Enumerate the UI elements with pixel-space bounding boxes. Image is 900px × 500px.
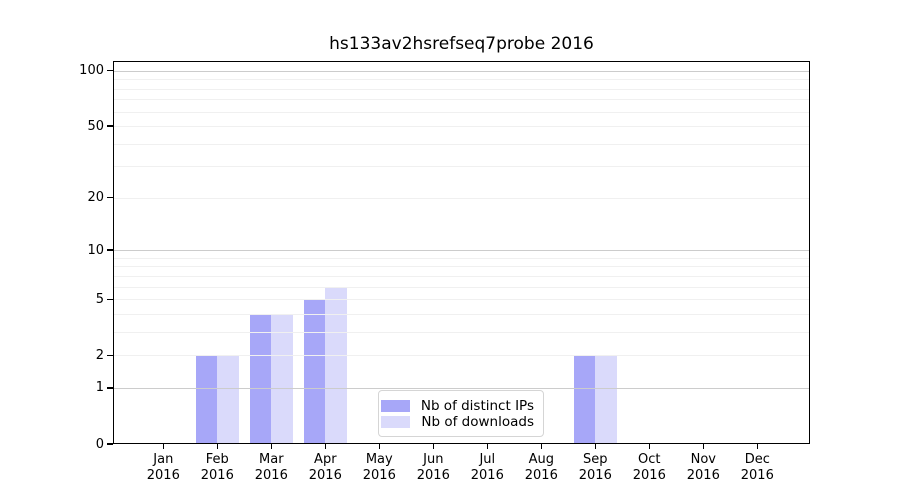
legend: Nb of distinct IPs Nb of downloads <box>378 390 544 437</box>
legend-swatch-distinct-ips <box>380 400 410 412</box>
legend-label-downloads: Nb of downloads <box>421 414 534 430</box>
gridline-major-1 <box>113 387 810 389</box>
x-tick-label-oct: Oct 2016 <box>632 452 666 483</box>
gridline-minor-30 <box>113 166 810 168</box>
y-tick-mark-5 <box>107 298 113 300</box>
x-tick-mark-jan <box>162 444 164 449</box>
legend-item-distinct-ips: Nb of distinct IPs <box>380 398 534 414</box>
y-tick-label-10: 10 <box>87 242 104 258</box>
x-tick-mark-dec <box>756 444 758 449</box>
gridline-minor-9 <box>113 257 810 259</box>
gridline-major-100 <box>113 70 810 72</box>
x-tick-label-jan: Jan 2016 <box>146 452 180 483</box>
y-tick-mark-1 <box>107 387 113 389</box>
y-tick-mark-20 <box>107 197 113 199</box>
y-tick-label-5: 5 <box>95 291 104 307</box>
gridline-minor-8 <box>113 266 810 268</box>
x-tick-label-mar: Mar 2016 <box>254 452 288 483</box>
gridline-major-10 <box>113 250 810 252</box>
gridline-minor-5 <box>113 299 810 301</box>
gridline-minor-3 <box>113 331 810 333</box>
legend-item-downloads: Nb of downloads <box>381 414 534 430</box>
bar-mar-downloads <box>271 313 293 444</box>
gridline-minor-90 <box>113 79 810 81</box>
chart-title: hs133av2hsrefseq7probe 2016 <box>329 34 594 54</box>
bar-sep-distinct-ips <box>573 355 596 444</box>
bar-sep-downloads <box>595 355 617 444</box>
gridline-minor-70 <box>113 99 810 101</box>
bar-apr-downloads <box>325 286 347 444</box>
gridline-minor-80 <box>113 88 810 90</box>
x-tick-label-dec: Dec 2016 <box>740 452 774 483</box>
x-tick-mark-feb <box>216 444 218 449</box>
gridline-minor-20 <box>113 197 810 199</box>
y-tick-label-100: 100 <box>79 63 104 79</box>
x-tick-label-apr: Apr 2016 <box>308 452 342 483</box>
y-tick-label-2: 2 <box>95 347 104 363</box>
bar-feb-downloads <box>217 355 239 444</box>
y-tick-label-20: 20 <box>87 190 104 206</box>
y-tick-label-0: 0 <box>95 436 104 452</box>
bar-apr-distinct-ips <box>303 299 326 444</box>
x-tick-mark-mar <box>270 444 272 449</box>
plot-area <box>113 61 810 444</box>
x-tick-label-jun: Jun 2016 <box>416 452 450 483</box>
legend-label-distinct-ips: Nb of distinct IPs <box>420 398 534 414</box>
gridline-minor-40 <box>113 143 810 145</box>
x-tick-mark-may <box>378 444 380 449</box>
y-tick-mark-0 <box>107 443 113 445</box>
gridline-minor-50 <box>113 126 810 128</box>
x-tick-label-sep: Sep 2016 <box>578 452 612 483</box>
y-tick-mark-50 <box>107 125 113 127</box>
x-tick-mark-apr <box>324 444 326 449</box>
x-tick-mark-oct <box>648 444 650 449</box>
y-tick-label-1: 1 <box>95 380 104 396</box>
x-tick-label-may: May 2016 <box>362 452 396 483</box>
y-tick-mark-100 <box>107 70 113 72</box>
gridline-minor-2 <box>113 355 810 357</box>
x-tick-label-aug: Aug 2016 <box>524 452 558 483</box>
x-tick-mark-aug <box>540 444 542 449</box>
gridline-minor-6 <box>113 286 810 288</box>
y-tick-label-50: 50 <box>87 118 104 134</box>
y-tick-mark-10 <box>107 249 113 251</box>
x-tick-mark-jul <box>486 444 488 449</box>
y-tick-mark-2 <box>107 354 113 356</box>
bar-feb-distinct-ips <box>195 355 218 444</box>
x-tick-mark-nov <box>702 444 704 449</box>
gridline-minor-60 <box>113 111 810 113</box>
x-tick-label-nov: Nov 2016 <box>686 452 720 483</box>
legend-swatch-downloads <box>381 416 411 428</box>
x-tick-mark-jun <box>432 444 434 449</box>
gridline-minor-4 <box>113 313 810 315</box>
x-tick-mark-sep <box>594 444 596 449</box>
bar-mar-distinct-ips <box>249 313 272 444</box>
x-tick-label-jul: Jul 2016 <box>470 452 504 483</box>
x-tick-label-feb: Feb 2016 <box>200 452 234 483</box>
gridline-minor-7 <box>113 275 810 277</box>
